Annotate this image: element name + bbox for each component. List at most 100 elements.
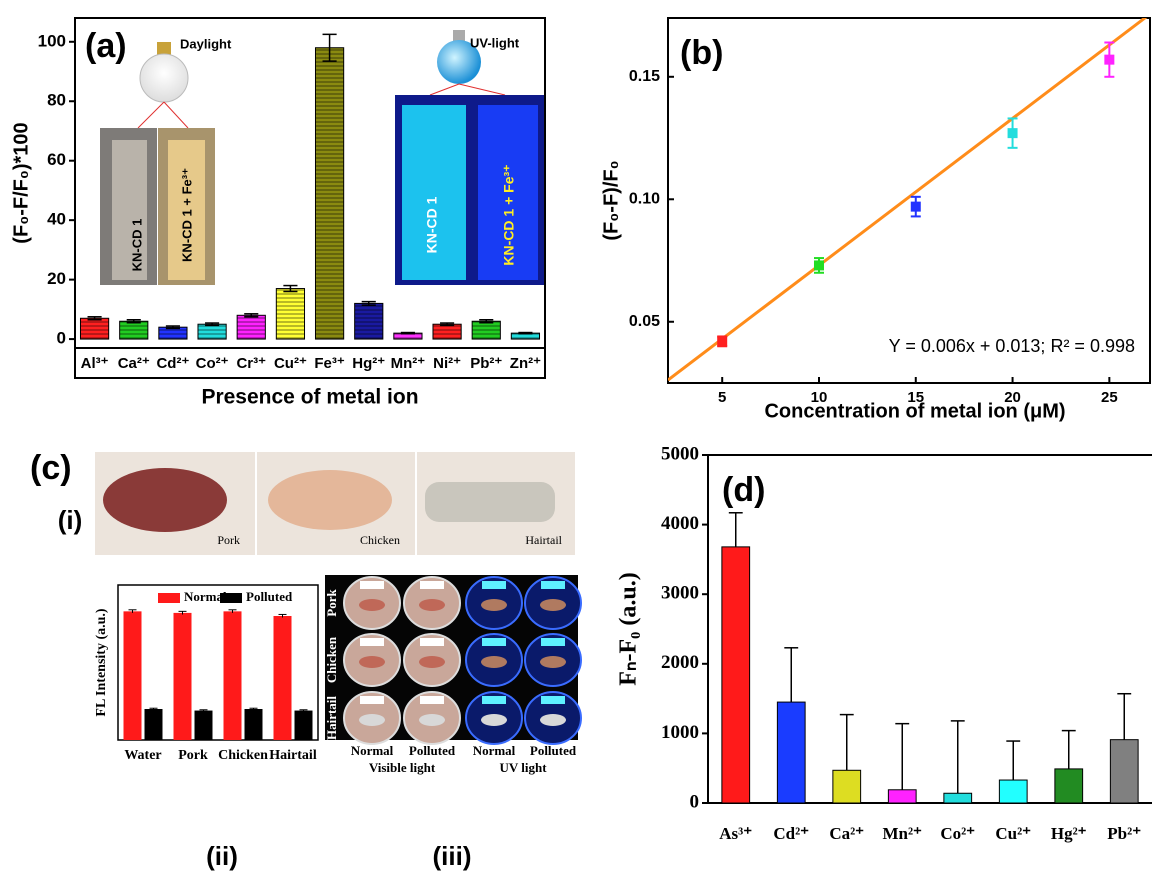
dish-tag (420, 696, 444, 704)
x-tick-label: Pb²⁺ (470, 355, 502, 372)
sample (540, 599, 566, 611)
x-tick-label: Fe³⁺ (314, 355, 345, 372)
bar (833, 770, 861, 803)
y-tick-label: 60 (47, 150, 66, 169)
row-label: Hairtail (324, 696, 339, 740)
annotation: Daylight (180, 36, 232, 51)
bar-hatch (80, 318, 108, 339)
x-tick-label: Co²⁺ (196, 355, 229, 372)
frame (668, 18, 1150, 383)
dish-tag (420, 638, 444, 646)
x-tick-label: Chicken (218, 748, 268, 763)
sample (419, 656, 445, 668)
photo-caption: Hairtail (525, 533, 562, 547)
x-tick-label: Cd²⁺ (773, 824, 809, 843)
group-label: UV light (499, 760, 547, 775)
sample (359, 599, 385, 611)
point (1104, 55, 1114, 65)
dish-tag (482, 696, 506, 704)
x-tick-label: Pb²⁺ (1107, 824, 1141, 843)
column-label: Polluted (409, 743, 456, 758)
legend-swatch (158, 593, 180, 603)
bar-hatch (198, 324, 226, 339)
x-tick-label: Cd²⁺ (156, 355, 189, 372)
group-label: Visible light (369, 760, 436, 775)
sample (481, 656, 507, 668)
y-tick-label: 0 (690, 791, 700, 812)
y-tick-label: 1000 (661, 722, 699, 743)
bulb (140, 54, 188, 102)
sample (481, 599, 507, 611)
x-tick-label: Water (124, 748, 161, 763)
panel-label: (b) (680, 34, 723, 72)
dish-tag (420, 581, 444, 589)
dish-tag (541, 581, 565, 589)
x-tick-label: 25 (1101, 389, 1118, 406)
y-tick-label: 0.10 (629, 190, 660, 207)
x-tick-label: Co²⁺ (940, 824, 975, 843)
figure: 020406080100Al³⁺Ca²⁺Cd²⁺Co²⁺Cr³⁺Cu²⁺Fe³⁺… (0, 0, 1152, 873)
dish-tag (541, 696, 565, 704)
annotation: KN-CD 1 (424, 196, 440, 253)
x-tick-label: Pork (178, 748, 208, 763)
arrow (164, 102, 188, 128)
x-tick-label: Hg²⁺ (1051, 824, 1087, 843)
bar-hatch (315, 48, 343, 339)
point (1008, 128, 1018, 138)
sample (540, 656, 566, 668)
panel-label: (iii) (433, 841, 472, 871)
equation: Y = 0.006x + 0.013; R² = 0.998 (889, 336, 1135, 356)
x-tick-label: 5 (718, 389, 726, 406)
y-axis-title: (F₀-F/F₀)*100 (10, 122, 32, 243)
dish-tag (360, 696, 384, 704)
annotation: KN-CD 1 + Fe³⁺ (501, 164, 517, 265)
x-tick-label: Ca²⁺ (118, 355, 150, 372)
y-axis-title: FL Intensity (a.u.) (94, 608, 109, 716)
arrow (430, 84, 459, 95)
sample (540, 714, 566, 726)
bar-hatch (433, 324, 461, 339)
x-axis-title: Concentration of metal ion (μM) (764, 400, 1065, 422)
x-axis-title: Presence of metal ion (201, 386, 418, 409)
legend-label: Polluted (246, 589, 293, 604)
y-tick-label: 40 (47, 210, 66, 229)
x-tick-label: As³⁺ (719, 824, 752, 843)
x-tick-label: Hg²⁺ (352, 355, 385, 372)
y-tick-label: 100 (38, 31, 66, 50)
x-tick-label: Mn²⁺ (391, 355, 426, 372)
x-tick-label: Ca²⁺ (829, 824, 864, 843)
dish-tag (360, 581, 384, 589)
panel-label: (ii) (206, 841, 238, 871)
x-tick-label: Cu²⁺ (995, 824, 1031, 843)
fit-line (668, 14, 1150, 380)
y-tick-label: 0.15 (629, 68, 660, 85)
column-label: Normal (351, 743, 394, 758)
fish (425, 482, 555, 522)
y-tick-label: 0.05 (629, 313, 660, 330)
dish-tag (360, 638, 384, 646)
y-tick-label: 3000 (661, 583, 699, 604)
bar-hatch (120, 321, 148, 339)
legend-swatch (220, 593, 242, 603)
bar (195, 711, 213, 740)
panel-label: (a) (85, 27, 127, 65)
x-tick-label: Al³⁺ (81, 355, 109, 372)
point (814, 260, 824, 270)
y-tick-label: 20 (47, 269, 66, 288)
x-tick-label: Ni²⁺ (433, 355, 461, 372)
dish-tag (482, 581, 506, 589)
arrow (459, 84, 505, 95)
annotation: UV-light (470, 35, 520, 50)
sample (359, 714, 385, 726)
meat (103, 468, 227, 532)
bar (999, 780, 1027, 803)
bar-hatch (355, 303, 383, 339)
bar (174, 613, 192, 740)
sample (481, 714, 507, 726)
panel-label: (c) (30, 449, 72, 487)
y-tick-label: 4000 (661, 513, 699, 534)
bar (1110, 740, 1138, 803)
photo-caption: Pork (217, 533, 240, 547)
x-tick-label: Hairtail (269, 748, 317, 763)
annotation: KN-CD 1 (129, 219, 144, 272)
